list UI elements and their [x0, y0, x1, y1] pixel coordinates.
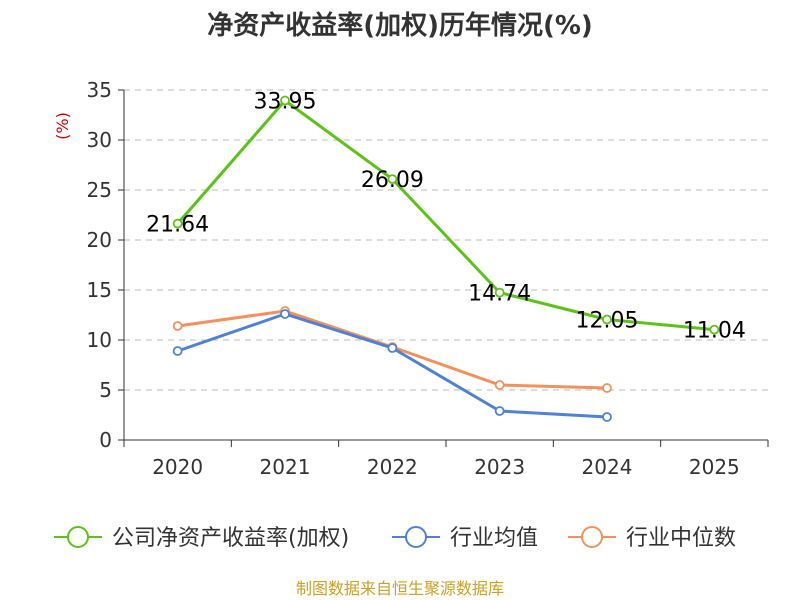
data-point[interactable] — [280, 309, 290, 319]
y-tick-label: 25 — [87, 178, 112, 202]
data-point[interactable] — [602, 383, 612, 393]
series-line — [177, 312, 608, 419]
data-point[interactable] — [494, 380, 505, 390]
data-label: 11.04 — [683, 319, 746, 344]
legend-item-1[interactable]: 行业均值 — [392, 526, 538, 551]
legend[interactable]: 公司净资产收益率(加权) 行业均值 行业中位数 — [54, 526, 736, 551]
y-tick-label: 5 — [99, 378, 112, 402]
data-point[interactable] — [494, 406, 505, 416]
x-tick-label: 2022 — [367, 455, 418, 479]
data-point[interactable] — [172, 346, 183, 356]
data-point[interactable] — [602, 314, 612, 325]
series-1 — [172, 309, 612, 422]
legend-label: 行业均值 — [450, 526, 538, 551]
y-tick-label: 0 — [99, 428, 112, 452]
x-tick-label: 2023 — [474, 455, 525, 479]
y-axis-label: (%) — [53, 112, 72, 140]
y-tick-label: 20 — [87, 228, 112, 252]
data-label: 14.74 — [468, 282, 531, 307]
x-tick-label: 2025 — [689, 455, 740, 479]
data-label: 21.64 — [146, 213, 209, 238]
data-point[interactable] — [602, 412, 612, 422]
x-tick-label: 2021 — [260, 455, 311, 479]
series-group — [172, 95, 720, 422]
data-point[interactable] — [280, 95, 290, 106]
legend-marker-icon — [67, 526, 89, 548]
data-label: 26.09 — [361, 168, 424, 193]
legend-item-0[interactable]: 公司净资产收益率(加权) — [54, 526, 349, 551]
legend-marker-icon — [405, 526, 427, 548]
data-label: 12.05 — [576, 309, 639, 334]
x-tick-label: 2024 — [582, 455, 633, 479]
data-point[interactable] — [709, 324, 720, 335]
legend-label: 行业中位数 — [626, 526, 736, 551]
source-note: 制图数据来自恒生聚源数据库 — [296, 579, 504, 598]
y-tick-label: 10 — [87, 328, 112, 352]
data-point[interactable] — [172, 218, 183, 229]
y-tick-label: 35 — [87, 78, 112, 102]
legend-label: 公司净资产收益率(加权) — [112, 526, 349, 551]
series-line — [176, 99, 715, 332]
chart-title: 净资产收益率(加权)历年情况(%) — [207, 10, 593, 41]
legend-marker-icon — [581, 526, 603, 548]
y-tick-label: 15 — [87, 278, 112, 302]
data-point[interactable] — [172, 321, 183, 331]
data-point[interactable] — [387, 174, 398, 185]
grid — [124, 89, 768, 391]
series-0 — [172, 95, 720, 335]
data-labels: 21.64 33.95 26.09 14.74 12.05 11.04 — [146, 90, 746, 344]
data-label: 33.95 — [254, 90, 317, 115]
x-tick-label: 2020 — [152, 455, 203, 479]
data-point[interactable] — [387, 343, 398, 353]
legend-item-2[interactable]: 行业中位数 — [568, 526, 736, 551]
data-point[interactable] — [494, 287, 505, 298]
y-tick-label: 30 — [87, 128, 112, 152]
